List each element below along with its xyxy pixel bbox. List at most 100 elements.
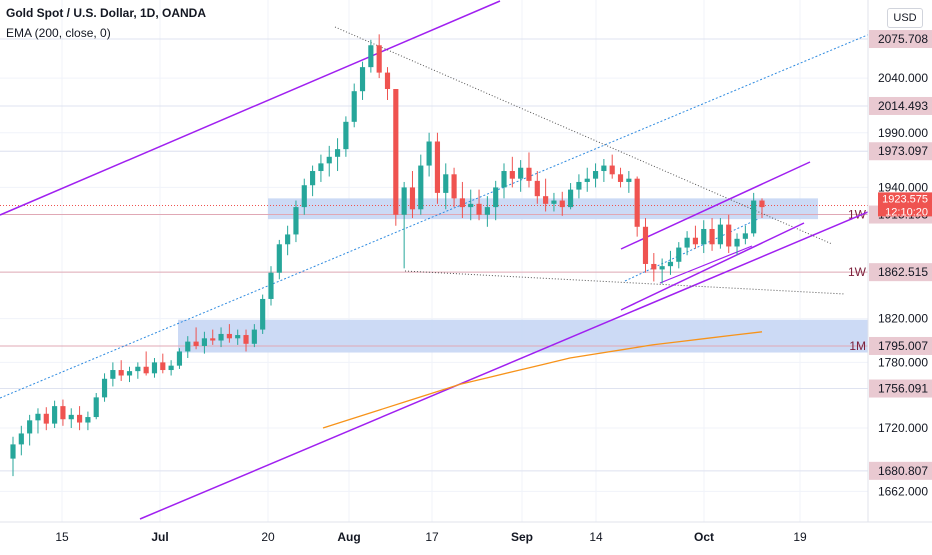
candle-body-24	[210, 338, 216, 341]
trend-dotted-line	[0, 7, 932, 399]
candle-body-61	[518, 167, 524, 179]
time-tick-label-3: Aug	[337, 530, 360, 544]
candle-body-89	[751, 200, 757, 234]
candle-body-87	[734, 238, 740, 247]
candle-body-64	[543, 196, 549, 204]
price-tick-label-1: 2075.708	[878, 32, 928, 46]
price-tick-label-5: 1973.097	[878, 144, 928, 158]
candle-body-57	[484, 207, 490, 215]
candle-body-39	[334, 149, 341, 157]
countdown-label: 12:10:20	[885, 206, 928, 218]
candle-body-83	[701, 228, 707, 245]
candle-body-2	[27, 420, 33, 434]
candle-body-79	[667, 261, 674, 267]
candle-body-10	[93, 397, 99, 418]
candle-body-49	[418, 165, 424, 210]
candle-body-20	[176, 351, 183, 366]
candle-body-58	[493, 187, 499, 208]
candle-body-48	[409, 187, 416, 210]
price-tick-label-2: 2040.000	[878, 71, 928, 85]
price-tag-bg-3	[869, 96, 932, 115]
candle-body-15	[135, 366, 141, 372]
price-tick-label-6: 1940.000	[878, 180, 928, 194]
candle-body-27	[235, 335, 241, 339]
candle-body-46	[393, 89, 399, 215]
price-tag-bg-8	[869, 263, 932, 282]
price-tick-label-12: 1756.091	[878, 382, 928, 396]
price-tick-label-10: 1795.007	[878, 339, 928, 353]
price-tick-label-13: 1720.000	[878, 421, 928, 435]
time-axis-bg	[0, 522, 932, 550]
indicator-legend[interactable]: EMA (200, close, 0)	[6, 26, 111, 40]
support-resistance-zones	[178, 198, 868, 353]
price-tick-label-8: 1862.515	[878, 265, 928, 279]
candle-body-40	[343, 121, 349, 150]
candle-body-74	[626, 178, 632, 182]
candle-body-81	[684, 237, 690, 248]
time-tick-label-8: 19	[793, 530, 807, 544]
candle-body-36	[310, 171, 316, 186]
candle-body-41	[351, 91, 357, 122]
candle-body-8	[76, 414, 83, 423]
candle-body-3	[35, 413, 41, 421]
candle-body-69	[584, 178, 590, 182]
candle-body-78	[659, 266, 665, 270]
candle-body-66	[559, 200, 565, 208]
price-tag-bg-1	[869, 30, 932, 49]
candle-body-0	[10, 444, 16, 459]
wedge-inner-dotted-line	[624, 218, 759, 282]
candle-body-32	[276, 244, 282, 273]
support-zone	[178, 319, 868, 353]
candle-body-37	[318, 163, 324, 172]
candle-body-63	[534, 180, 540, 197]
last-price-tag-bg	[878, 192, 932, 217]
candle-body-28	[243, 335, 249, 344]
price-tick-label-15: 1662.000	[878, 484, 928, 498]
candle-body-80	[676, 247, 682, 262]
currency-button[interactable]: USD	[887, 8, 923, 28]
price-tick-label-11: 1780.000	[878, 355, 928, 369]
time-tick-label-0: 15	[55, 530, 69, 544]
channel-lower-line	[139, 184, 932, 520]
candle-body-59	[501, 171, 507, 188]
ema-200-line	[322, 331, 763, 429]
resistance-zone	[268, 198, 818, 220]
candle-body-65	[551, 200, 557, 204]
candle-body-14	[126, 371, 133, 376]
time-tick-label-4: 17	[425, 530, 439, 544]
candle-body-77	[651, 263, 657, 270]
candle-body-33	[285, 234, 291, 245]
price-tag-bg-12	[869, 379, 932, 398]
wedge-upper-line	[620, 161, 811, 250]
candle-body-30	[260, 298, 266, 330]
candle-body-23	[201, 338, 207, 346]
candles	[10, 34, 765, 477]
candle-body-19	[168, 365, 174, 371]
level-tf-label-5: 1M	[849, 339, 866, 353]
channel-upper-line	[0, 0, 501, 216]
candle-body-12	[110, 370, 116, 379]
candle-body-67	[568, 189, 574, 208]
candle-body-72	[609, 165, 615, 175]
candle-body-47	[401, 187, 407, 215]
candle-body-88	[742, 233, 748, 239]
candle-body-7	[68, 414, 74, 420]
candle-body-68	[576, 181, 582, 190]
candle-body-42	[359, 67, 366, 92]
time-tick-label-5: Sep	[511, 530, 533, 544]
candle-body-26	[226, 333, 232, 339]
candle-body-62	[526, 167, 532, 181]
downtrend-dotted-line	[334, 26, 833, 245]
candle-body-4	[43, 413, 49, 424]
candle-body-25	[218, 333, 224, 341]
candle-body-75	[634, 178, 640, 227]
price-tick-label-9: 1820.000	[878, 312, 928, 326]
candle-body-51	[434, 141, 441, 193]
candle-body-17	[151, 362, 158, 374]
candle-body-29	[251, 329, 257, 344]
candle-body-9	[85, 417, 91, 423]
price-tag-bg-10	[869, 336, 932, 355]
